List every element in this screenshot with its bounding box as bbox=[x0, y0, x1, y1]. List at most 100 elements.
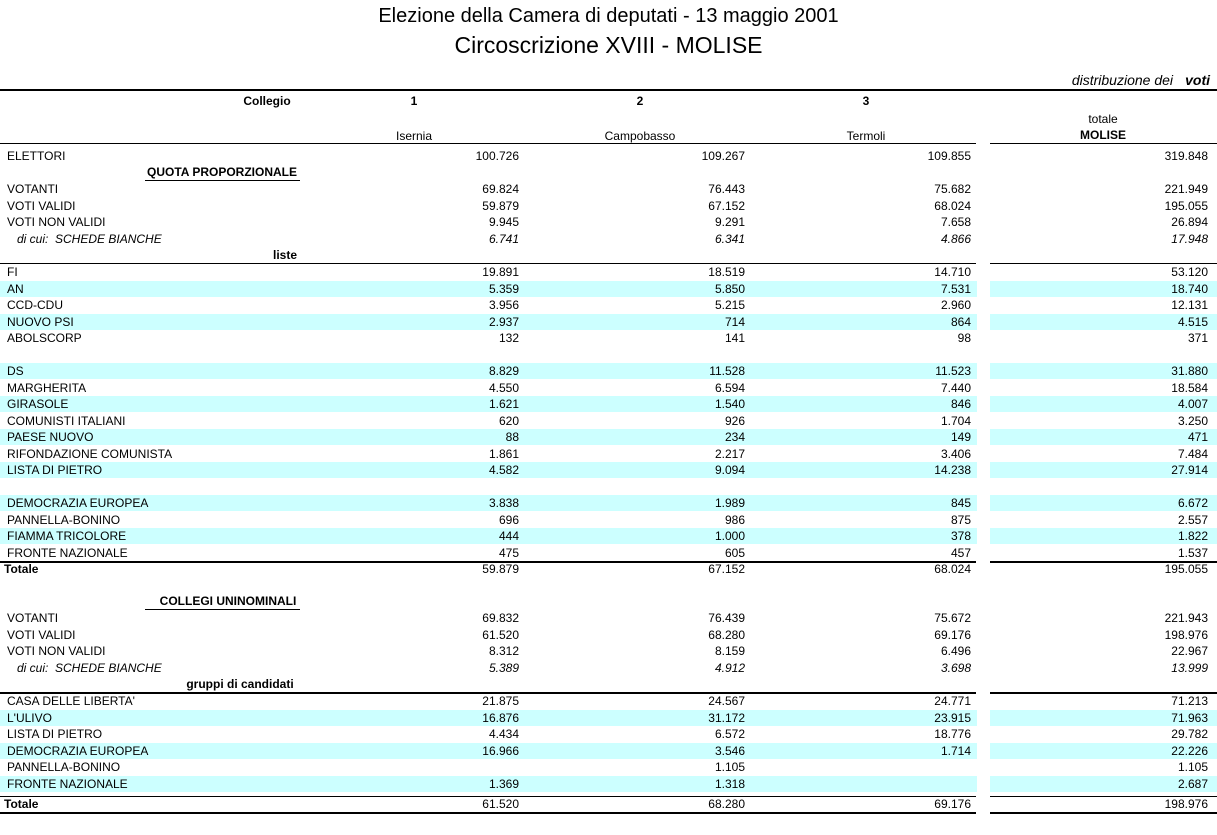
cell: 109.267 bbox=[701, 149, 745, 163]
row-highlight bbox=[0, 396, 977, 412]
cell: 875 bbox=[950, 512, 971, 527]
cell: 69.832 bbox=[482, 611, 519, 625]
cell: 9.945 bbox=[488, 215, 519, 229]
cell: 18.584 bbox=[1171, 380, 1208, 395]
cell: 69.824 bbox=[482, 182, 519, 196]
cell: 68.024 bbox=[934, 562, 971, 576]
row-label: DEMOCRAZIA EUROPEA bbox=[7, 743, 149, 758]
row-label: di cui: SCHEDE BIANCHE bbox=[17, 660, 162, 675]
title: Elezione della Camera di deputati - 13 m… bbox=[378, 5, 839, 27]
cell: 1.822 bbox=[1177, 529, 1208, 543]
cell: 845 bbox=[950, 496, 971, 510]
cell: 31.172 bbox=[708, 710, 745, 725]
row-label: CCD-CDU bbox=[7, 298, 63, 312]
cell: 2.937 bbox=[488, 314, 519, 329]
cell: 864 bbox=[950, 314, 971, 329]
cell: 75.682 bbox=[934, 182, 971, 196]
cell: 444 bbox=[498, 529, 519, 543]
cell: 195.055 bbox=[1164, 198, 1208, 213]
cell: 1.714 bbox=[940, 743, 971, 758]
cell: 12.131 bbox=[1171, 298, 1208, 312]
row-label: PAESE NUOVO bbox=[7, 430, 94, 444]
row-label: VOTI VALIDI bbox=[7, 198, 76, 213]
cell: 75.672 bbox=[934, 611, 971, 625]
cell: 5.850 bbox=[714, 281, 745, 296]
cell: 19.891 bbox=[482, 265, 519, 279]
row-highlight bbox=[0, 775, 977, 792]
rule bbox=[990, 812, 1217, 814]
cell: 68.280 bbox=[708, 797, 745, 811]
column-name: Campobasso bbox=[604, 129, 676, 143]
column-label: Collegio bbox=[243, 94, 291, 108]
cell: 109.855 bbox=[927, 149, 971, 163]
cell: 61.520 bbox=[482, 627, 519, 642]
cell: 714 bbox=[724, 314, 745, 329]
cell: 2.557 bbox=[1177, 512, 1208, 527]
cell: 8.829 bbox=[488, 364, 519, 378]
cell: 59.879 bbox=[482, 562, 519, 576]
cell: 24.771 bbox=[934, 694, 971, 708]
cell: 7.658 bbox=[940, 215, 971, 229]
cell: 31.880 bbox=[1171, 364, 1208, 378]
row-highlight bbox=[990, 429, 1217, 445]
cell: 141 bbox=[724, 331, 745, 345]
rule bbox=[145, 609, 300, 610]
cell: 69.176 bbox=[934, 797, 971, 811]
section-heading: QUOTA PROPORZIONALE bbox=[147, 165, 297, 179]
cell: 67.152 bbox=[708, 562, 745, 576]
cell: 9.291 bbox=[714, 215, 745, 229]
cell: 71.213 bbox=[1171, 694, 1208, 708]
row-label: PANNELLA-BONINO bbox=[7, 760, 121, 774]
cell: 68.024 bbox=[934, 198, 971, 213]
cell: 221.943 bbox=[1164, 611, 1208, 625]
cell: 234 bbox=[724, 430, 745, 444]
cell: 221.949 bbox=[1164, 182, 1208, 196]
cell: 18.519 bbox=[708, 265, 745, 279]
cell: 4.434 bbox=[488, 727, 519, 741]
cell: 14.238 bbox=[934, 463, 971, 477]
cell: 2.687 bbox=[1177, 776, 1208, 791]
column-name: Termoli bbox=[846, 129, 886, 143]
cell: 18.776 bbox=[934, 727, 971, 741]
row-highlight bbox=[990, 363, 1217, 379]
cell: 71.963 bbox=[1171, 710, 1208, 725]
list-heading: liste bbox=[272, 248, 297, 262]
rule bbox=[990, 263, 1217, 264]
cell: 5.215 bbox=[714, 298, 745, 312]
cell: 4.866 bbox=[940, 231, 971, 246]
cell: 4.912 bbox=[714, 660, 745, 675]
note: distribuzione dei bbox=[1071, 72, 1173, 88]
row-label: DEMOCRAZIA EUROPEA bbox=[7, 496, 149, 510]
row-highlight bbox=[990, 528, 1217, 544]
cell: 76.443 bbox=[708, 182, 745, 196]
cell: 986 bbox=[724, 512, 745, 527]
cell: 7.440 bbox=[940, 380, 971, 395]
row-label: GIRASOLE bbox=[7, 397, 69, 411]
cell: 7.531 bbox=[940, 281, 971, 296]
row-label: L'ULIVO bbox=[7, 710, 52, 725]
row-highlight bbox=[990, 462, 1217, 478]
cell: 2.960 bbox=[940, 298, 971, 312]
cell: 1.540 bbox=[714, 397, 745, 411]
row-label: AN bbox=[7, 281, 24, 296]
cell: 3.698 bbox=[940, 660, 971, 675]
cell: 4.582 bbox=[488, 463, 519, 477]
cell: 67.152 bbox=[708, 198, 745, 213]
row-highlight bbox=[0, 462, 977, 478]
cell: 319.848 bbox=[1164, 149, 1208, 163]
cell: 8.159 bbox=[714, 644, 745, 658]
row-label: FI bbox=[7, 265, 18, 279]
row-highlight bbox=[0, 429, 977, 445]
cell: 22.226 bbox=[1171, 743, 1208, 758]
cell: 98 bbox=[957, 331, 971, 345]
cell: 16.876 bbox=[482, 710, 519, 725]
cell: 53.120 bbox=[1171, 265, 1208, 279]
cell: 5.359 bbox=[488, 281, 519, 296]
rule bbox=[0, 561, 976, 563]
row-label: Totale bbox=[4, 562, 39, 576]
cell: 18.740 bbox=[1171, 281, 1208, 296]
cell: 6.572 bbox=[714, 727, 745, 741]
cell: 5.389 bbox=[488, 660, 519, 675]
rule bbox=[0, 89, 1217, 91]
row-highlight bbox=[0, 528, 977, 544]
